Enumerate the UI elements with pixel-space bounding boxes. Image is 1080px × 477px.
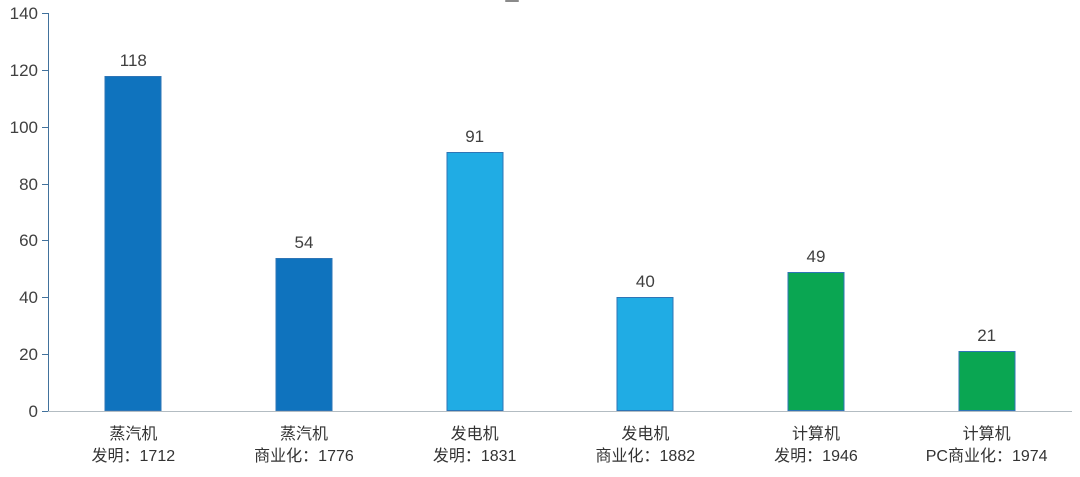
bar-slot: 118 蒸汽机发明：1712 xyxy=(48,0,219,477)
y-axis-tick xyxy=(42,69,48,71)
y-axis-tick xyxy=(42,297,48,299)
bar-6 xyxy=(958,351,1016,411)
y-axis-tick xyxy=(42,126,48,128)
y-axis-tick-label: 20 xyxy=(19,345,38,365)
category-event: 发明：1831 xyxy=(432,448,517,465)
y-axis-tick xyxy=(42,13,48,14)
bar-slot: 40 发电机商业化：1882 xyxy=(560,0,731,477)
bar-value-label: 49 xyxy=(806,246,826,266)
bar-value-label: 54 xyxy=(294,232,314,252)
category-label: 蒸汽机商业化：1776 xyxy=(219,424,390,468)
category-label: 蒸汽机发明：1712 xyxy=(48,424,219,468)
y-axis-tick-label: 120 xyxy=(9,60,38,80)
bar-3 xyxy=(446,152,504,411)
y-axis-tick-label: 0 xyxy=(28,402,38,421)
y-axis-tick xyxy=(42,183,48,185)
bar-value-label: 21 xyxy=(977,326,997,346)
category-name: 蒸汽机 xyxy=(109,426,158,443)
bar-1 xyxy=(104,75,162,411)
category-name: 蒸汽机 xyxy=(279,426,328,443)
y-axis-tick-label: 60 xyxy=(19,231,38,251)
y-axis-tick xyxy=(42,354,48,356)
bar-slot: 54 蒸汽机商业化：1776 xyxy=(219,0,390,477)
y-axis-tick xyxy=(42,411,48,412)
y-axis-tick-label: 40 xyxy=(19,288,38,308)
bar-value-label: 40 xyxy=(635,272,655,292)
category-label: 计算机 PC商业化：1974 xyxy=(901,424,1072,468)
category-name: 发电机 xyxy=(450,426,499,443)
category-name: 计算机 xyxy=(791,426,840,443)
category-event: 商业化：1776 xyxy=(254,448,354,465)
bar-4 xyxy=(616,297,674,411)
category-label: 发电机商业化：1882 xyxy=(560,424,731,468)
bar-slot: 49 计算机发明：1946 xyxy=(731,0,902,477)
category-name: 发电机 xyxy=(621,426,670,443)
y-axis-tick xyxy=(42,240,48,242)
bar-slot: 21 计算机 PC商业化：1974 xyxy=(901,0,1072,477)
category-name: 计算机 xyxy=(962,426,1011,443)
category-event: 发明：1712 xyxy=(91,448,176,465)
bar-value-label: 118 xyxy=(119,50,147,70)
bar-5 xyxy=(787,271,845,411)
cropped-title-fragment xyxy=(505,0,519,2)
y-axis-line xyxy=(48,13,49,411)
category-label: 发电机发明：1831 xyxy=(389,424,560,468)
y-axis-tick-label: 140 xyxy=(9,4,38,23)
bar-value-label: 91 xyxy=(465,127,485,147)
category-event: 发明：1946 xyxy=(774,448,858,465)
category-label: 计算机发明：1946 xyxy=(731,424,902,468)
category-event: 商业化：1882 xyxy=(595,448,696,465)
bar-2 xyxy=(275,257,333,411)
y-axis-tick-label: 100 xyxy=(9,117,38,137)
y-axis-tick-label: 80 xyxy=(19,174,38,194)
category-event: PC商业化：1974 xyxy=(925,448,1048,465)
bar-slot: 91 发电机发明：1831 xyxy=(389,0,560,477)
x-axis-baseline xyxy=(48,411,1072,412)
